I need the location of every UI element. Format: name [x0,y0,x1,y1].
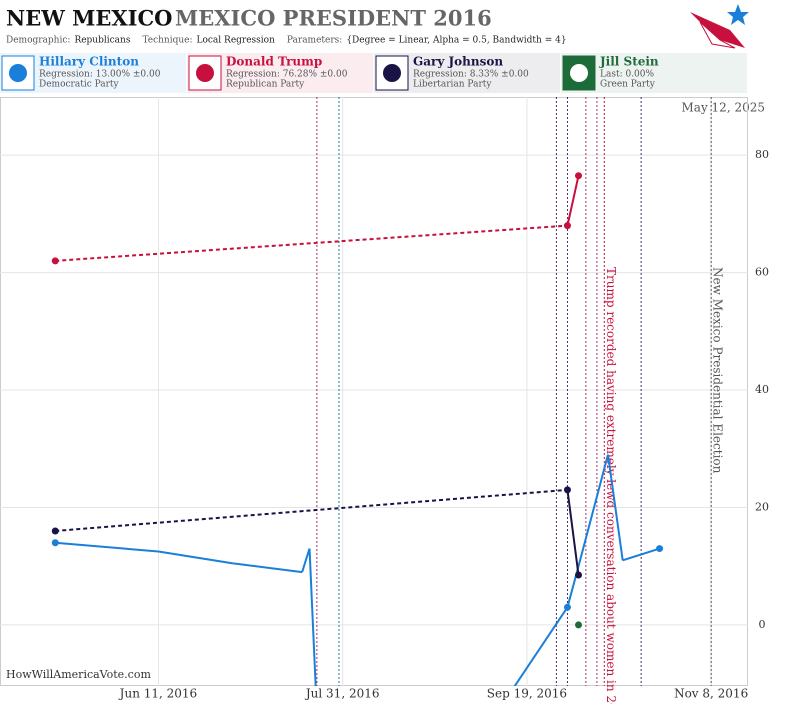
data-point [575,172,583,180]
legend-party: Libertarian Party [413,80,492,90]
info-text: Parameters: [287,36,342,46]
legend-icon-shape [196,64,214,82]
series-segment [55,224,568,262]
series-segment [566,489,580,576]
legend-stat: Last: 0.00% [600,70,655,80]
series-segment [55,541,159,553]
legend-icon-shape [383,64,401,82]
info-text: Republicans [74,36,130,46]
legend-party: Green Party [600,80,656,90]
chart-subtitle: MEXICO PRESIDENT 2016 [175,6,492,31]
x-tick-label: Jun 11, 2016 [118,687,198,701]
data-point [575,571,583,579]
y-tick-label: 60 [755,266,769,279]
data-point [575,621,583,629]
legend-stat: Regression: 8.33% ±0.00 [413,70,529,80]
legend-icon-shape [9,64,27,82]
y-tick-label: 80 [755,148,769,161]
series-segment [301,548,311,573]
plot-frame [0,97,748,686]
data-point [563,603,571,611]
series-segment [566,175,580,226]
x-tick-label: Sep 19, 2016 [487,687,567,701]
x-tick-label: Nov 8, 2016 [674,687,748,701]
data-point [563,486,571,494]
legend-name: Gary Johnson [413,55,503,69]
x-tick-label: Jul 31, 2016 [304,687,380,701]
series-segment [577,454,609,567]
series-segment [308,548,317,686]
y-tick-label: 0 [759,618,766,631]
series-segment [513,606,569,686]
legend-icon [375,55,409,91]
info-text: Technique: [142,36,192,46]
legend-name: Hillary Clinton [39,55,139,69]
data-point [51,539,59,547]
data-point [51,527,59,535]
data-point [563,222,571,230]
data-point [51,257,59,265]
logo [690,4,749,49]
y-tick-label: 40 [755,383,769,396]
legend-stat: Regression: 13.00% ±0.00 [39,70,161,80]
series-segment [622,547,660,562]
info-text: {Degree = Linear, Alpha = 0.5, Bandwidth… [346,36,566,46]
series-segment [158,550,233,565]
event-label: Trump recorded having extremely lewd con… [604,267,618,704]
event-label: New Mexico Presidential Election [711,267,725,474]
date-label: May 12, 2025 [682,101,765,115]
legend-party: Democratic Party [39,80,120,90]
series-segment [232,562,303,574]
legend-name: Jill Stein [599,55,659,69]
plot-area [51,172,664,686]
y-tick-label: 20 [755,500,769,513]
legend-party: Republican Party [226,80,305,90]
legend-name: Donald Trump [226,55,322,69]
info-text: Demographic: [6,36,70,46]
source-label: HowWillAmericaVote.com [6,668,151,681]
info-text: Local Regression [197,36,276,46]
series-segment [606,454,624,561]
data-point [656,545,664,553]
chart-title: NEW MEXICO [6,6,172,31]
legend-stat: Regression: 76.28% ±0.00 [226,70,348,80]
series-segment [55,488,568,532]
legend-icon-shape [570,64,588,82]
